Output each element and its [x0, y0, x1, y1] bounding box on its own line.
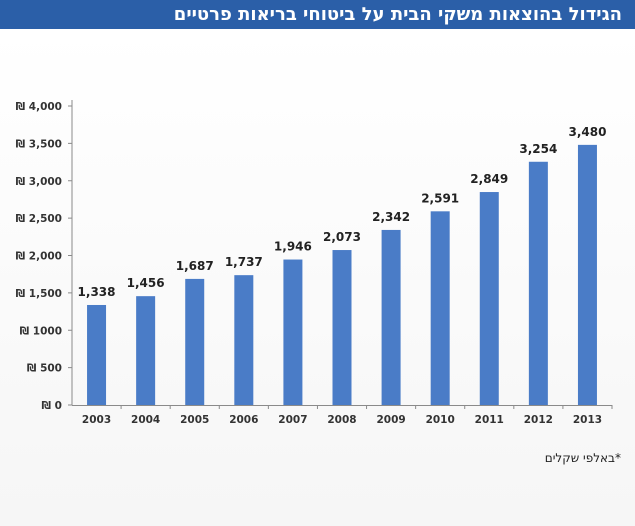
x-tick-label: 2010	[426, 414, 455, 426]
x-tick-label: 2009	[376, 414, 405, 426]
bar	[136, 296, 156, 405]
y-tick-label: ₪ 1000	[20, 325, 62, 337]
x-tick-label: 2007	[278, 414, 307, 426]
x-tick-label: 2013	[573, 414, 602, 426]
x-tick-label: 2011	[475, 414, 504, 426]
chart-title: הגידול בהוצאות משקי הבית על ביטוחי בריאו…	[173, 4, 622, 25]
y-tick-label: ₪ 3,500	[16, 138, 62, 150]
bar	[87, 304, 107, 405]
x-tick-label: 2006	[229, 414, 258, 426]
data-label: 2,073	[323, 230, 361, 244]
data-label: 2,342	[372, 210, 410, 224]
bar	[283, 259, 303, 405]
x-tick-label: 2005	[180, 414, 209, 426]
data-label: 3,480	[568, 125, 606, 139]
data-label: 3,254	[519, 142, 557, 156]
bar	[381, 229, 401, 405]
y-tick-label: ₪ 3,000	[16, 176, 62, 188]
bar	[528, 161, 548, 405]
bar	[577, 144, 597, 405]
bar	[332, 250, 352, 405]
x-tick-label: 2003	[82, 414, 111, 426]
title-bar: הגידול בהוצאות משקי הבית על ביטוחי בריאו…	[0, 0, 635, 29]
bar	[430, 211, 450, 405]
data-label: 1,946	[274, 240, 312, 254]
data-label: 1,338	[78, 285, 116, 299]
data-label: 1,687	[176, 259, 214, 273]
bar	[185, 278, 205, 405]
y-tick-label: ₪ 2,000	[16, 251, 62, 263]
chart-footnote: *באלפי שקלים	[544, 451, 621, 465]
chart-panel: ₪ 0 ₪ 500 ₪ 1000 ₪ 1,500 ₪ 2,000 ₪ 2,500 ₪ 3,0…	[0, 29, 635, 526]
bar-chart: ₪ 0 ₪ 500 ₪ 1000 ₪ 1,500 ₪ 2,000 ₪ 2,500 ₪ 3,0…	[16, 100, 613, 426]
y-tick-label: ₪ 1,500	[16, 288, 62, 300]
x-tick-label: 2008	[327, 414, 356, 426]
data-label: 2,591	[421, 191, 459, 205]
y-tick-label: ₪ 2,500	[16, 213, 62, 225]
data-label: 1,737	[225, 255, 263, 269]
y-tick-label: ₪ 500	[27, 363, 62, 375]
x-tick-label: 2012	[524, 414, 553, 426]
x-tick-label: 2004	[131, 414, 160, 426]
bar	[234, 275, 254, 405]
y-tick-label: ₪ 0	[42, 400, 62, 412]
bar	[479, 192, 499, 405]
data-label: 1,456	[127, 276, 165, 290]
y-tick-label: ₪ 4,000	[16, 101, 62, 113]
data-label: 2,849	[470, 172, 508, 186]
